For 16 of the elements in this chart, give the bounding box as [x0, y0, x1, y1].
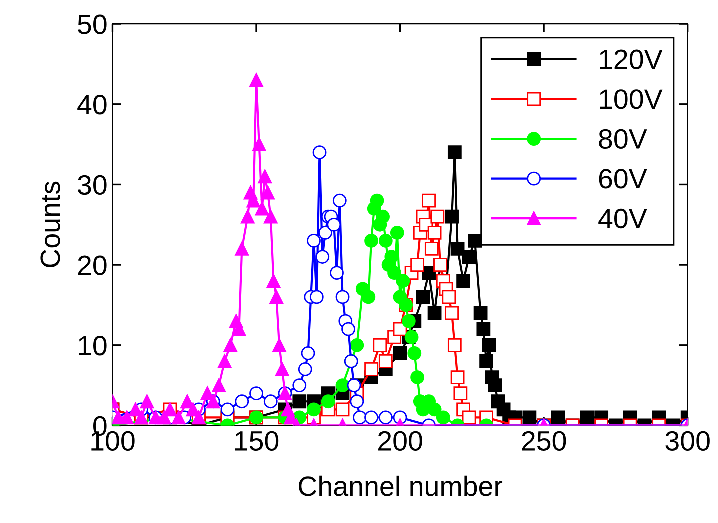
- legend-label: 40V: [598, 208, 648, 229]
- x-tick-label: 200: [378, 431, 422, 451]
- legend-label: 100V: [600, 90, 663, 110]
- legend-label: 80V: [599, 129, 648, 150]
- y-tick-label: 40: [78, 95, 107, 115]
- y-axis-title: Counts: [40, 182, 60, 268]
- x-axis-title: Channel number: [299, 476, 503, 496]
- y-tick-label: 50: [78, 14, 107, 34]
- x-tick-label: 300: [666, 431, 710, 451]
- y-tick-label: 20: [78, 256, 107, 276]
- legend-label: 60V: [599, 169, 648, 189]
- y-tick-label: 30: [78, 175, 107, 196]
- x-tick-label: 150: [235, 431, 279, 451]
- legend-label: 120V: [600, 50, 663, 70]
- x-tick-label: 250: [522, 431, 566, 451]
- y-tick-label: 10: [79, 336, 107, 356]
